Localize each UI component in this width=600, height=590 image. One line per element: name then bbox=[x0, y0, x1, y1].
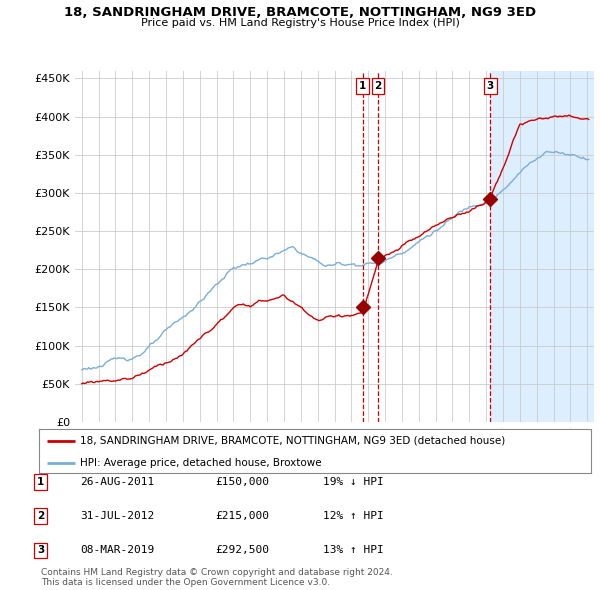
Text: 31-JUL-2012: 31-JUL-2012 bbox=[80, 512, 154, 521]
Text: 18, SANDRINGHAM DRIVE, BRAMCOTE, NOTTINGHAM, NG9 3ED: 18, SANDRINGHAM DRIVE, BRAMCOTE, NOTTING… bbox=[64, 6, 536, 19]
Bar bbox=[490, 71, 594, 422]
Text: £150,000: £150,000 bbox=[215, 477, 269, 487]
Text: 1: 1 bbox=[37, 477, 44, 487]
Text: 12% ↑ HPI: 12% ↑ HPI bbox=[323, 512, 383, 521]
Text: 3: 3 bbox=[487, 81, 494, 91]
Text: 18, SANDRINGHAM DRIVE, BRAMCOTE, NOTTINGHAM, NG9 3ED (detached house): 18, SANDRINGHAM DRIVE, BRAMCOTE, NOTTING… bbox=[80, 436, 506, 446]
Text: 19% ↓ HPI: 19% ↓ HPI bbox=[323, 477, 383, 487]
Text: 2: 2 bbox=[37, 512, 44, 521]
Text: 13% ↑ HPI: 13% ↑ HPI bbox=[323, 546, 383, 555]
Text: Contains HM Land Registry data © Crown copyright and database right 2024.
This d: Contains HM Land Registry data © Crown c… bbox=[41, 568, 392, 587]
Text: HPI: Average price, detached house, Broxtowe: HPI: Average price, detached house, Brox… bbox=[80, 458, 322, 468]
Text: 26-AUG-2011: 26-AUG-2011 bbox=[80, 477, 154, 487]
Text: 08-MAR-2019: 08-MAR-2019 bbox=[80, 546, 154, 555]
Text: 3: 3 bbox=[37, 546, 44, 555]
Text: £215,000: £215,000 bbox=[215, 512, 269, 521]
Text: 2: 2 bbox=[374, 81, 382, 91]
Text: £292,500: £292,500 bbox=[215, 546, 269, 555]
Text: 1: 1 bbox=[359, 81, 366, 91]
Text: Price paid vs. HM Land Registry's House Price Index (HPI): Price paid vs. HM Land Registry's House … bbox=[140, 18, 460, 28]
